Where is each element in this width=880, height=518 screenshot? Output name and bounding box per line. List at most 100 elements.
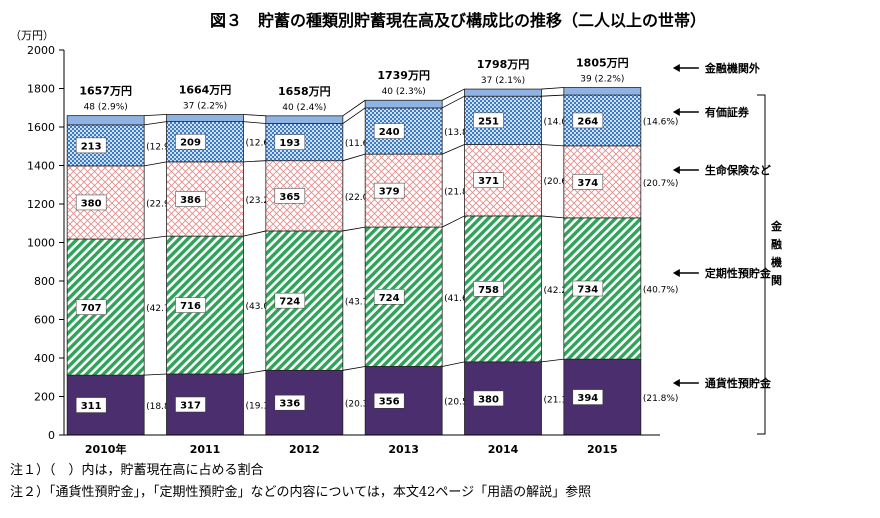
value-label: 311: [81, 401, 102, 412]
top-segment-label: 39 (2.2%): [580, 75, 624, 85]
total-label: 1658万円: [278, 85, 331, 98]
value-label-box: [274, 134, 306, 150]
series-annotation: 定期性預貯金: [705, 266, 772, 280]
value-label-box: [75, 299, 107, 315]
bar-segment: [364, 99, 443, 109]
value-label-box: [373, 289, 405, 305]
total-label: 1664万円: [179, 83, 232, 96]
note-2: 注２）「通貨性預貯金」，「定期性預貯金」などの内容については，本文42ページ「用…: [10, 484, 591, 500]
value-label-box: [75, 194, 107, 211]
value-label: 317: [180, 400, 201, 411]
connector-line: [243, 230, 266, 237]
bracket-label-char: 融: [771, 237, 782, 251]
y-tick-label: 2000: [27, 44, 55, 57]
share-label: (43.0%): [246, 302, 282, 312]
value-label: 724: [379, 293, 400, 304]
y-tick-label: 200: [34, 391, 55, 404]
share-label: (18.8%): [146, 402, 182, 412]
y-tick-label: 0: [48, 429, 55, 442]
share-label: (21.1%): [544, 395, 580, 405]
value-label-box: [473, 390, 504, 407]
y-tick-label: 1800: [27, 83, 55, 96]
value-label: 251: [478, 116, 499, 127]
bar-segment: [563, 87, 642, 96]
top-segment-label: 37 (2.1%): [481, 76, 525, 86]
value-label: 716: [180, 301, 201, 312]
value-label-box: [175, 396, 206, 413]
value-label-box: [473, 281, 504, 297]
bracket-label-char: 関: [771, 274, 782, 287]
value-label: 213: [81, 141, 102, 152]
value-label-box: [274, 188, 306, 204]
connector-line: [541, 358, 564, 363]
value-label-box: [473, 172, 504, 188]
connector-line: [541, 215, 564, 219]
share-label: (42.2%): [544, 286, 580, 296]
value-label: 380: [81, 198, 102, 209]
annotation-arrow-head: [672, 269, 680, 277]
top-segment-label: 37 (2.2%): [183, 101, 227, 111]
value-label-box: [572, 280, 604, 297]
value-label: 380: [478, 394, 499, 405]
y-tick-label: 1400: [27, 160, 55, 173]
share-label: (20.7%): [643, 179, 679, 189]
x-tick-label: 2013: [388, 443, 419, 456]
value-label-box: [175, 191, 206, 207]
x-tick-label: 2012: [289, 443, 320, 456]
connector-line: [342, 226, 366, 232]
bar-segment: [265, 115, 344, 124]
top-segment-label: 48 (2.9%): [84, 103, 128, 113]
x-tick-label: 2010年: [85, 442, 127, 456]
series-annotation: 通貨性預貯金: [705, 376, 772, 390]
financial-institution-bracket: [757, 94, 766, 435]
annotation-arrow-head: [672, 108, 680, 116]
connector-line: [541, 94, 564, 97]
connector-line: [144, 235, 167, 240]
value-label-box: [75, 397, 107, 413]
value-label-box: [175, 297, 206, 313]
y-tick-label: 1200: [27, 198, 55, 211]
top-segment-label: 40 (2.3%): [382, 87, 426, 97]
y-tick-label: 1600: [27, 121, 55, 134]
value-label: 379: [379, 187, 400, 198]
connector-line: [243, 369, 266, 375]
chart-title: 図３ 貯蓄の種類別貯蓄現在高及び構成比の推移（二人以上の世帯）: [210, 11, 706, 30]
value-label: 240: [379, 127, 400, 138]
bracket-label-char: 機: [771, 255, 782, 269]
value-label: 365: [279, 192, 300, 203]
x-tick-label: 2011: [190, 443, 221, 456]
share-label: (40.7%): [643, 286, 679, 296]
value-label-box: [572, 112, 604, 129]
connector-line: [541, 87, 564, 90]
y-tick-label: 1000: [27, 237, 55, 250]
value-label: 386: [180, 195, 201, 206]
value-label-box: [572, 389, 604, 405]
value-label-box: [473, 112, 504, 129]
connector-line: [442, 361, 465, 367]
connector-line: [441, 88, 465, 101]
total-label: 1805万円: [576, 57, 629, 70]
share-label: (12.6%): [246, 139, 282, 149]
share-label: (14.0%): [544, 117, 580, 127]
share-label: (41.6%): [444, 294, 480, 304]
note-1: 注１）（ ）内は，貯蓄現在高に占める割合: [10, 462, 264, 478]
total-label: 1798万円: [477, 58, 530, 71]
value-label-box: [175, 133, 206, 150]
share-label: (20.3%): [345, 400, 381, 410]
y-axis: 0 200 400 600 800 1000 1200 1400 1600 1800 2000: [27, 44, 65, 442]
share-label: (21.8%): [643, 394, 679, 404]
value-label-box: [75, 137, 107, 154]
connector-line: [144, 161, 167, 167]
bar-segment: [464, 88, 542, 97]
total-label: 1739万円: [377, 69, 430, 82]
annotation-arrow-head: [672, 379, 680, 387]
value-label: 724: [279, 297, 300, 308]
share-label: (12.9%): [146, 142, 182, 152]
value-label: 193: [279, 138, 300, 149]
connector-line: [441, 215, 465, 228]
value-label: 394: [577, 393, 598, 404]
x-tick-label: 2015: [587, 443, 618, 456]
value-label: 209: [180, 138, 201, 149]
series-annotation: 金融機関外: [704, 61, 760, 75]
